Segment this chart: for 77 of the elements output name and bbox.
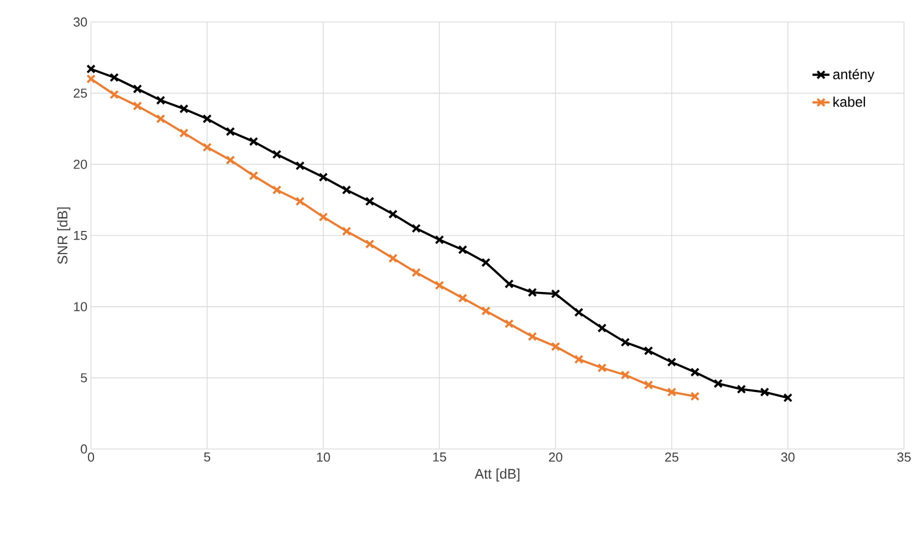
y-axis-title: SNR [dB] [57,207,70,264]
point [272,150,282,159]
point [504,319,514,328]
point [318,212,328,222]
point [202,114,212,124]
point [504,279,514,289]
point [690,368,700,377]
point [248,171,258,180]
point [110,90,119,100]
point [226,155,235,165]
y-tick-label: 30 [74,17,87,27]
point [458,294,468,303]
legend-label: kabel [833,96,865,107]
point [156,114,166,124]
point [550,342,560,352]
point [644,380,654,390]
point [132,101,142,111]
point [86,64,96,74]
x-tick-label: 20 [549,452,562,462]
point [226,126,235,136]
legend-label: antény [833,68,874,82]
point [295,196,305,206]
point [342,185,352,195]
point [412,268,421,278]
point [248,136,258,146]
point [202,142,212,152]
point [132,84,142,94]
point [528,332,537,342]
point [644,346,654,356]
x-axis-title: Att [dB] [474,468,520,482]
point [736,384,746,394]
point [783,393,792,402]
point [365,196,374,206]
point [528,288,537,298]
y-tick-label: 10 [74,302,87,312]
point [179,128,189,138]
point [86,74,96,84]
point [597,323,607,333]
x-tick-label: 30 [781,452,795,462]
y-tick-label: 25 [74,88,87,98]
point [318,172,328,182]
point [365,239,374,249]
point [434,235,444,244]
x-tick-label: 5 [204,452,210,462]
x-tick-label: 25 [665,452,678,462]
point [458,245,468,254]
point [342,226,352,236]
x-tick-label: 15 [433,452,446,462]
point [388,210,398,219]
point [272,185,282,195]
y-tick-label: 0 [80,444,87,454]
point [481,258,491,268]
x-tick-label: 35 [897,452,911,462]
y-tick-label: 5 [80,373,87,382]
point [179,104,189,114]
point [597,363,607,372]
point [667,387,676,397]
point [388,254,398,263]
point [295,161,305,170]
point [156,96,166,105]
point [760,387,770,397]
point [481,306,491,316]
point [574,308,584,317]
x-tick-label: 10 [317,452,330,462]
y-tick-label: 15 [74,230,87,240]
point [110,72,119,82]
point [620,338,630,347]
point [412,224,421,233]
point [550,289,560,298]
point [620,370,630,380]
point [690,392,700,401]
x-tick-label: 0 [88,452,94,462]
point [714,378,723,388]
point [574,354,584,364]
y-tick-label: 20 [74,160,87,169]
point [667,358,676,367]
point [434,280,444,290]
